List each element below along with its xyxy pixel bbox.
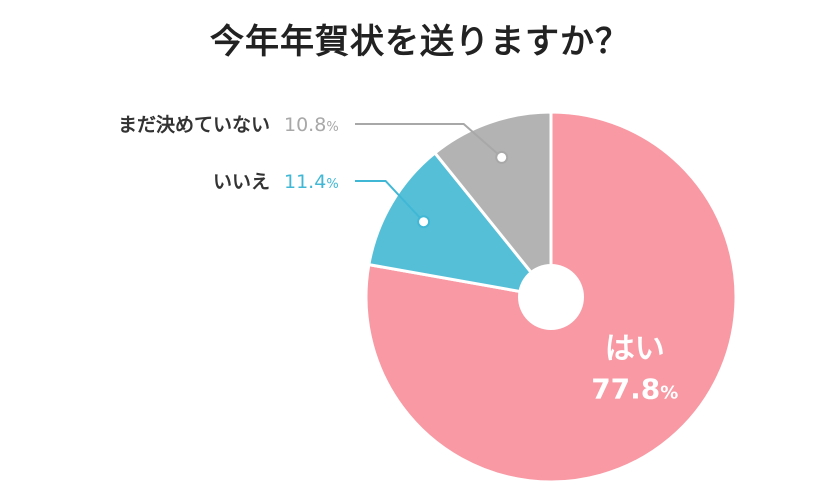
pie-slice-1 [367, 151, 553, 299]
slice-value-1: 11.4% [284, 171, 339, 193]
leader-line-1 [355, 180, 425, 223]
chart-title: 今年年賀状を送りますか？ [210, 22, 630, 62]
slice-label-1: いいえ [213, 171, 270, 193]
pie-slice-0 [364, 110, 738, 484]
pie-slice-2 [433, 110, 553, 299]
leader-line-2 [355, 123, 503, 159]
slice-label-0: はい [605, 332, 665, 367]
slice-label-2: まだ決めていない [118, 114, 270, 136]
slice-value-0: 77.8% [591, 373, 678, 406]
slice-value-2: 10.8% [284, 114, 339, 136]
leader-dot-1 [417, 215, 431, 229]
leader-dot-2 [495, 150, 509, 164]
pie-center-hole [518, 264, 584, 330]
